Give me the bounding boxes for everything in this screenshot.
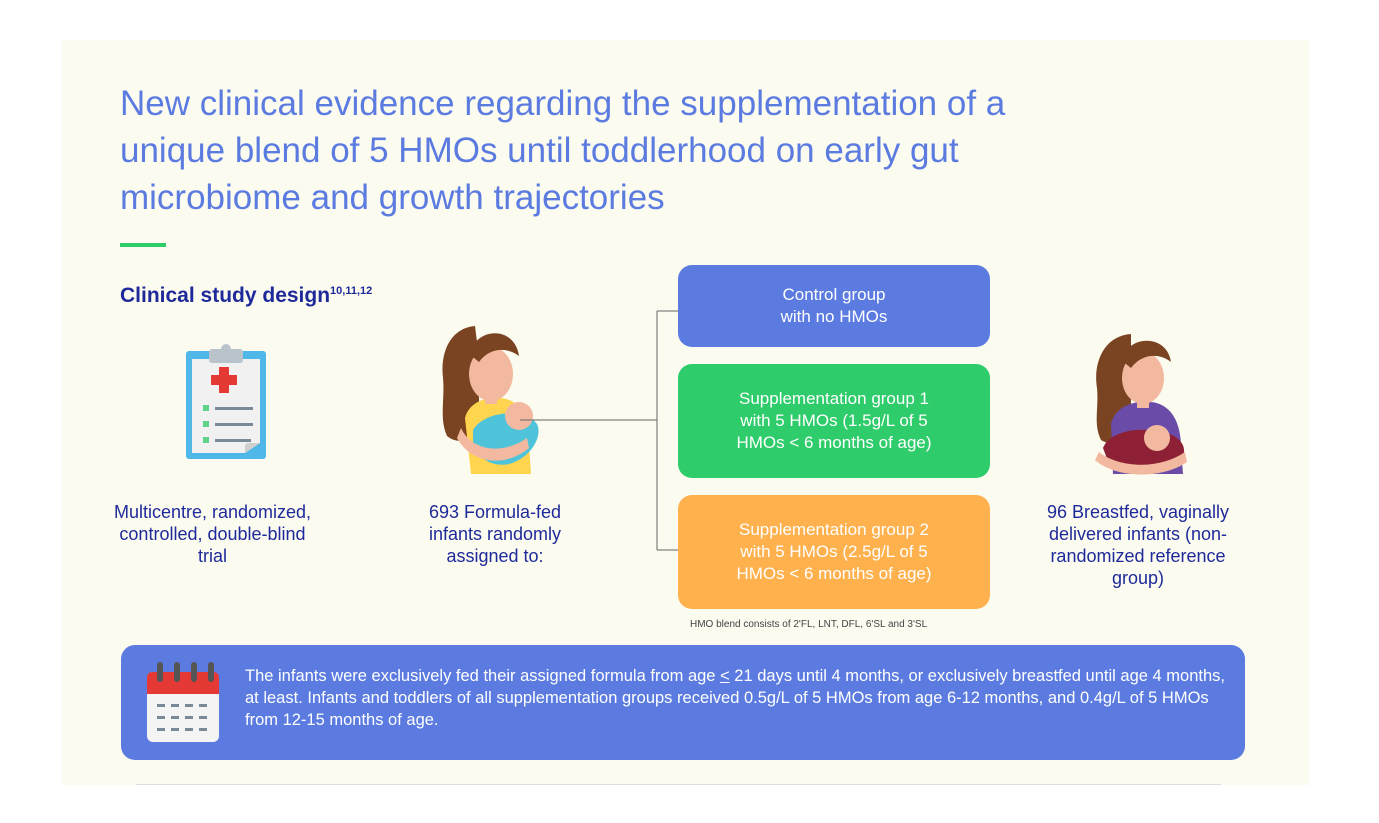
page-title: New clinical evidence regarding the supp… — [120, 84, 1006, 217]
accent-divider — [120, 243, 166, 247]
reference-superscript: 10,11,12 — [330, 285, 373, 297]
calendar-icon — [147, 662, 219, 742]
control-group-box: Control group with no HMOs — [678, 265, 990, 347]
supplementation-group-2-text: Supplementation group 2 with 5 HMOs (2.5… — [736, 519, 931, 585]
control-group-line2: with no HMOs — [780, 307, 888, 326]
supplementation-group-2-line1: Supplementation group 2 — [739, 520, 929, 539]
breastfeeding-mother-icon — [1095, 334, 1187, 475]
supplementation-group-1-line3: HMOs < 6 months of age) — [736, 433, 932, 452]
breastfed-description: 96 Breastfed, vaginally delivered infant… — [1046, 502, 1230, 588]
feeding-info-underlined: < — [720, 667, 730, 685]
group-connector-lines — [520, 310, 678, 551]
study-design-heading-text: Clinical study design — [120, 284, 331, 307]
supplementation-group-2-line2: with 5 HMOs (2.5g/L of 5 — [740, 542, 928, 561]
formula-feeding-mother-icon — [442, 326, 539, 474]
study-design-heading: Clinical study design10,11,12 — [120, 284, 372, 308]
control-group-text: Control group with no HMOs — [781, 284, 888, 328]
hmo-blend-note: HMO blend consists of 2'FL, LNT, DFL, 6'… — [690, 619, 928, 630]
feeding-info-text: The infants were exclusively fed their a… — [245, 665, 1225, 731]
supplementation-group-1-line2: with 5 HMOs (1.5g/L of 5 — [740, 411, 928, 430]
supplementation-group-1-text: Supplementation group 1 with 5 HMOs (1.5… — [736, 388, 931, 454]
supplementation-group-2-box: Supplementation group 2 with 5 HMOs (2.5… — [678, 495, 990, 609]
clipboard-icon — [186, 344, 266, 459]
trial-description: Multicentre, randomized, controlled, dou… — [113, 502, 312, 566]
supplementation-group-1-line1: Supplementation group 1 — [739, 389, 929, 408]
bottom-divider — [136, 784, 1221, 785]
feeding-info-part2: 21 days until 4 months, or exclusively b… — [245, 667, 1225, 729]
supplementation-group-1-box: Supplementation group 1 with 5 HMOs (1.5… — [678, 364, 990, 478]
control-group-line1: Control group — [782, 285, 886, 304]
formula-fed-description: 693 Formula-fed infants randomly assigne… — [428, 502, 562, 566]
feeding-info-part1: The infants were exclusively fed their a… — [245, 667, 721, 685]
feeding-info-banner — [121, 645, 1245, 760]
supplementation-group-2-line3: HMOs < 6 months of age) — [736, 564, 932, 583]
